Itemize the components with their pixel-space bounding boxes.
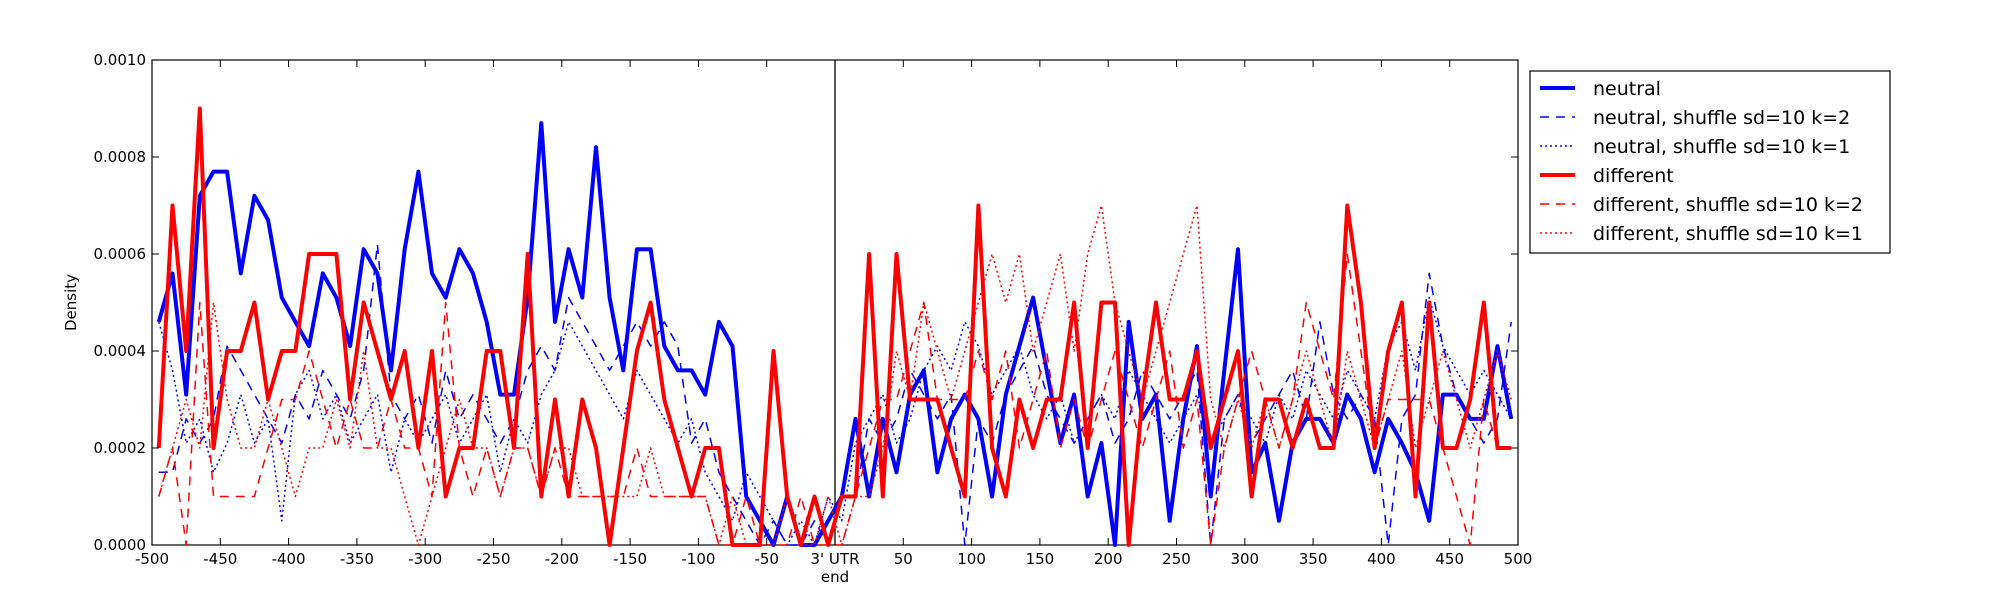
- x-tick-label: -500: [135, 550, 169, 568]
- y-axis: 0.0000 0.0002 0.0004 0.0006 0.0008 0.0010: [94, 51, 1518, 554]
- x-tick-label: -400: [272, 550, 306, 568]
- legend-label: different, shuffle sd=10 k=1: [1593, 223, 1863, 245]
- x-tick-label: -150: [613, 550, 647, 568]
- x-tick-label: 50: [894, 550, 913, 568]
- x-tick-label: 200: [1094, 550, 1123, 568]
- y-tick-label: 0.0006: [94, 245, 147, 263]
- x-tick-label: 150: [1026, 550, 1055, 568]
- legend-label: neutral, shuffle sd=10 k=2: [1593, 107, 1850, 129]
- x-tick-label: 450: [1435, 550, 1464, 568]
- x-tick-label: 3' UTR: [811, 550, 860, 568]
- series-layer: [156, 106, 1514, 547]
- y-tick-label: 0.0010: [94, 51, 147, 69]
- x-tick-label: -300: [408, 550, 442, 568]
- x-tick-label: -250: [476, 550, 510, 568]
- x-tick-label: -50: [754, 550, 779, 568]
- series-line-3: [158, 296, 1512, 546]
- x-axis-label: end: [821, 568, 849, 586]
- y-tick-label: 0.0002: [94, 439, 147, 457]
- x-tick-label: 300: [1230, 550, 1259, 568]
- x-tick-label: 500: [1504, 550, 1533, 568]
- x-axis: -500 -450 -400 -350 -300 -250 -200 -150 -100 -50 3…: [135, 60, 1532, 568]
- x-tick-label: -200: [545, 550, 579, 568]
- y-tick-label: 0.0008: [94, 148, 147, 166]
- y-tick-label: 0.0004: [94, 342, 147, 360]
- y-tick-label: 0.0000: [94, 536, 147, 554]
- y-axis-label: Density: [62, 274, 80, 331]
- plot-area: [151, 59, 1519, 547]
- x-tick-label: 350: [1299, 550, 1328, 568]
- legend-label: neutral, shuffle sd=10 k=1: [1593, 136, 1850, 158]
- x-tick-label: 250: [1162, 550, 1191, 568]
- x-tick-label: -350: [340, 550, 374, 568]
- x-tick-label: -450: [203, 550, 237, 568]
- legend-box: [1529, 70, 1891, 254]
- legend-label: different: [1593, 165, 1674, 187]
- x-tick-label: 100: [957, 550, 986, 568]
- legend-label: neutral: [1593, 78, 1661, 100]
- x-tick-label: 400: [1367, 550, 1396, 568]
- legend: neutral neutral, shuffle sd=10 k=2 neutral…: [1529, 70, 1891, 254]
- legend-label: different, shuffle sd=10 k=2: [1593, 194, 1863, 216]
- series-line-6: [158, 204, 1512, 546]
- x-tick-label: -100: [681, 550, 715, 568]
